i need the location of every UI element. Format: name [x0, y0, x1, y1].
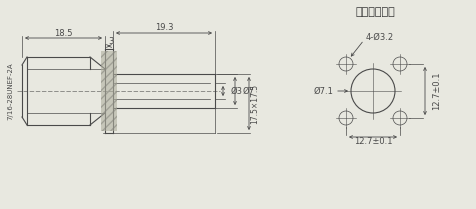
- Text: Ø7.1: Ø7.1: [313, 87, 333, 96]
- Text: Ø7: Ø7: [243, 87, 255, 96]
- Text: 17.5×17.5: 17.5×17.5: [250, 83, 259, 124]
- Text: 12.7±0.1: 12.7±0.1: [433, 72, 442, 110]
- Text: 7/16-28UNEF-2A: 7/16-28UNEF-2A: [7, 62, 13, 120]
- Text: 3: 3: [109, 37, 114, 46]
- Text: Ø3: Ø3: [231, 87, 243, 96]
- Text: 19.3: 19.3: [155, 23, 173, 33]
- Bar: [101, 51, 117, 131]
- Text: 4-Ø3.2: 4-Ø3.2: [366, 33, 394, 42]
- Text: 安装开孔尺寸: 安装开孔尺寸: [355, 7, 395, 17]
- Text: 18.5: 18.5: [54, 28, 73, 37]
- Text: 12.7±0.1: 12.7±0.1: [354, 138, 392, 147]
